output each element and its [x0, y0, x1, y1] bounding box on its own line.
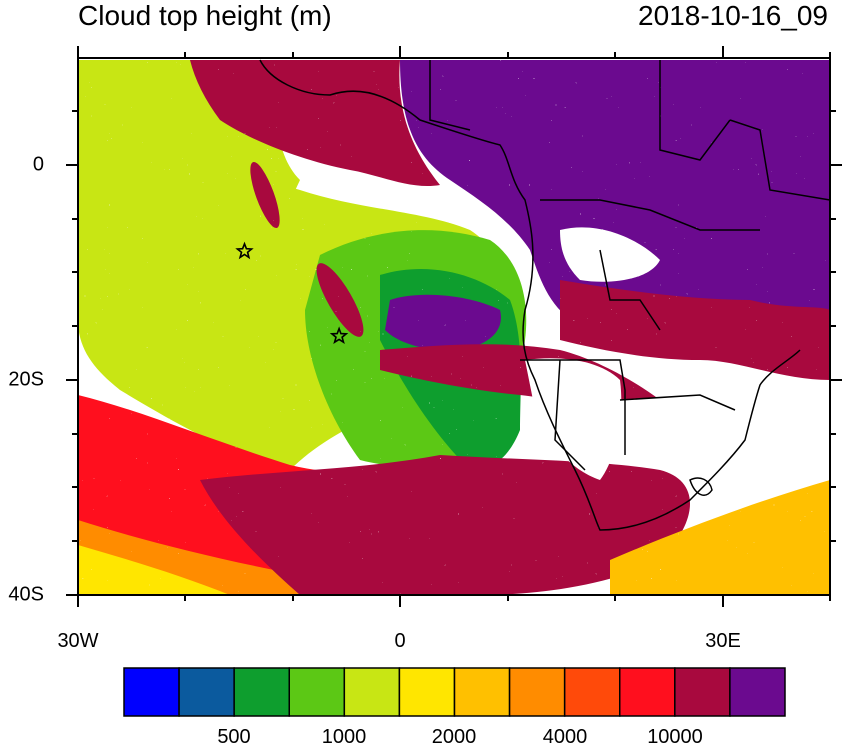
lon-label-30e: 30E: [705, 630, 741, 652]
lon-label-0: 0: [394, 630, 406, 652]
colorbar-label-2000: 2000: [431, 726, 477, 748]
coastlines: [259, 59, 830, 531]
colorbar: [123, 667, 786, 717]
colorbar-label-4000: 4000: [542, 726, 588, 748]
lat-label-20s: 20S: [8, 368, 44, 391]
colorbar-swatch: [563, 667, 621, 717]
colorbar-label-500: 500: [217, 726, 251, 748]
colorbar-swatch: [343, 667, 401, 717]
colorbar-swatch: [453, 667, 511, 717]
colorbar-label-1000: 1000: [321, 726, 367, 748]
cloud-field: [78, 58, 830, 595]
lat-label-0: 0: [32, 153, 44, 176]
colorbar-label-10000: 10000: [647, 726, 703, 748]
colorbar-swatch: [508, 667, 566, 717]
plot-timestamp: 2018-10-16_09: [638, 0, 828, 31]
colorbar-swatch: [398, 667, 456, 717]
colorbar-swatch: [729, 667, 786, 717]
plot-title: Cloud top height (m): [78, 0, 332, 31]
lon-label-30w: 30W: [57, 630, 99, 652]
axis-ticks: [66, 46, 842, 607]
colorbar-swatch: [619, 667, 676, 717]
colorbar-swatch: [123, 667, 180, 717]
colorbar-swatch: [178, 667, 235, 717]
colorbar-swatch: [233, 667, 291, 717]
colorbar-swatch: [674, 667, 731, 717]
colorbar-swatch: [288, 667, 346, 717]
star-marker-icon: [329, 326, 349, 344]
lat-label-40s: 40S: [8, 583, 44, 606]
star-marker-icon: [235, 241, 254, 260]
cloud-speckle-texture: [78, 58, 830, 595]
